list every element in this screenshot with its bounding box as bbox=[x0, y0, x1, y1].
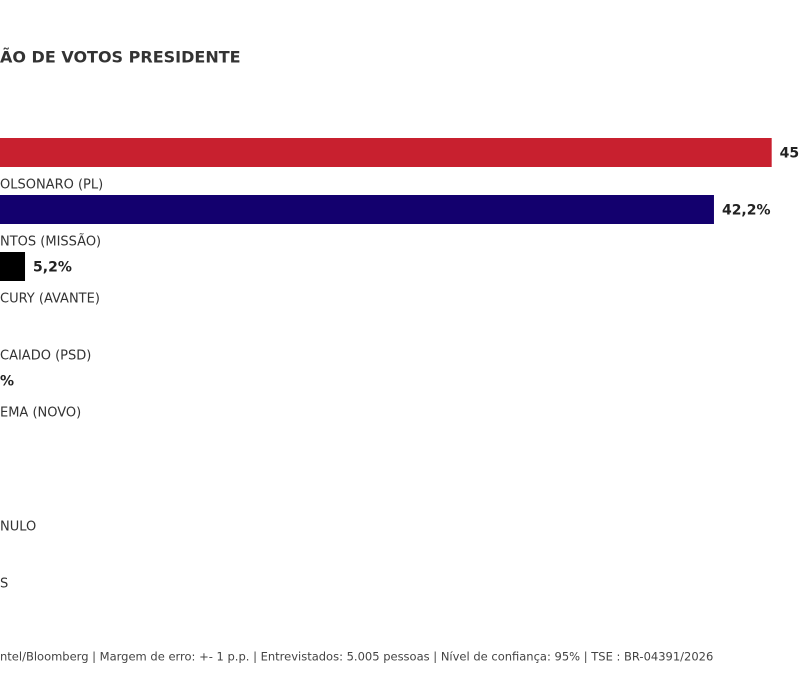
bar bbox=[0, 195, 714, 224]
bar bbox=[0, 252, 26, 281]
chart-title: ÃO DE VOTOS PRESIDENTE bbox=[0, 48, 241, 67]
category-label: OLSONARO (PL) bbox=[0, 178, 103, 193]
category-label: CAIADO (PSD) bbox=[0, 349, 91, 364]
value-label: 42,2% bbox=[722, 203, 771, 219]
bar bbox=[0, 138, 772, 167]
category-label: S bbox=[0, 577, 8, 592]
category-label: EMA (NOVO) bbox=[0, 406, 81, 421]
value-label: 45 bbox=[780, 146, 799, 162]
footer-note: ntel/Bloomberg | Margem de erro: +- 1 p.… bbox=[0, 650, 713, 664]
value-label: % bbox=[0, 374, 14, 390]
category-label: NULO bbox=[0, 520, 36, 535]
category-label: NTOS (MISSÃO) bbox=[0, 234, 101, 250]
category-label: CURY (AVANTE) bbox=[0, 292, 100, 307]
value-label: 5,2% bbox=[33, 260, 72, 276]
